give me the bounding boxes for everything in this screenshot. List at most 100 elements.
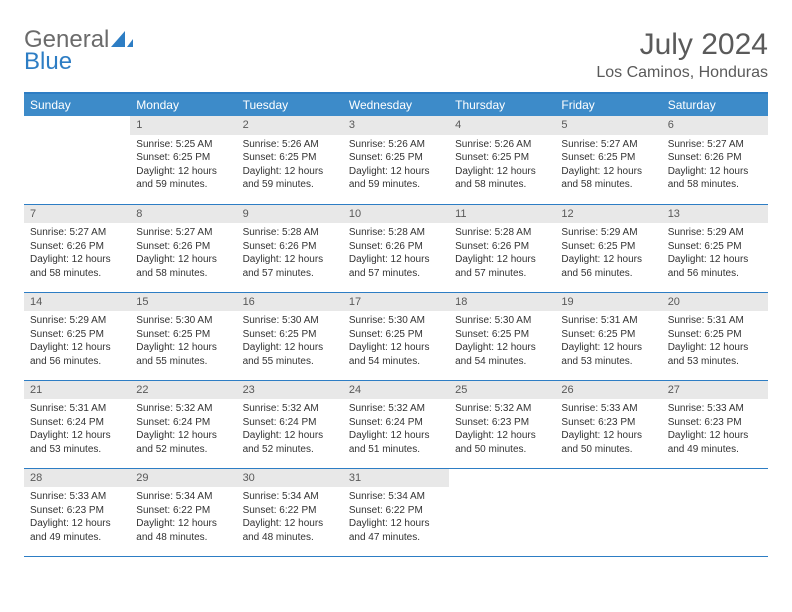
daylight-label-1: Daylight: 12 hours: [136, 517, 230, 531]
sunrise-label: Sunrise: 5:31 AM: [561, 314, 655, 328]
calendar-day-cell: 8Sunrise: 5:27 AMSunset: 6:26 PMDaylight…: [130, 204, 236, 292]
title-block: July 2024 Los Caminos, Honduras: [596, 28, 768, 82]
calendar-day-cell: 21Sunrise: 5:31 AMSunset: 6:24 PMDayligh…: [24, 380, 130, 468]
calendar-table: SundayMondayTuesdayWednesdayThursdayFrid…: [24, 92, 768, 557]
sunrise-label: Sunrise: 5:27 AM: [30, 226, 124, 240]
daylight-label-2: and 59 minutes.: [349, 178, 443, 192]
day-number: 19: [555, 293, 661, 312]
daylight-label-2: and 52 minutes.: [136, 443, 230, 457]
sunset-label: Sunset: 6:25 PM: [561, 151, 655, 165]
day-details: Sunrise: 5:31 AMSunset: 6:25 PMDaylight:…: [555, 311, 661, 372]
daylight-label-2: and 56 minutes.: [561, 267, 655, 281]
day-details: Sunrise: 5:33 AMSunset: 6:23 PMDaylight:…: [24, 487, 130, 548]
calendar-day-cell: 6Sunrise: 5:27 AMSunset: 6:26 PMDaylight…: [662, 116, 768, 204]
daylight-label-1: Daylight: 12 hours: [30, 253, 124, 267]
daylight-label-2: and 58 minutes.: [455, 178, 549, 192]
daylight-label-1: Daylight: 12 hours: [561, 165, 655, 179]
daylight-label-2: and 54 minutes.: [349, 355, 443, 369]
calendar-day-cell: 16Sunrise: 5:30 AMSunset: 6:25 PMDayligh…: [237, 292, 343, 380]
day-number: 12: [555, 205, 661, 224]
daylight-label-1: Daylight: 12 hours: [136, 429, 230, 443]
day-number: 4: [449, 116, 555, 135]
page-title: July 2024: [596, 28, 768, 62]
sunset-label: Sunset: 6:25 PM: [561, 240, 655, 254]
day-number: 16: [237, 293, 343, 312]
logo-text: General Blue: [24, 28, 133, 74]
daylight-label-2: and 51 minutes.: [349, 443, 443, 457]
sunrise-label: Sunrise: 5:31 AM: [668, 314, 762, 328]
calendar-day-cell: 31Sunrise: 5:34 AMSunset: 6:22 PMDayligh…: [343, 468, 449, 556]
sunrise-label: Sunrise: 5:34 AM: [243, 490, 337, 504]
calendar-day-cell: 20Sunrise: 5:31 AMSunset: 6:25 PMDayligh…: [662, 292, 768, 380]
calendar-day-cell: 22Sunrise: 5:32 AMSunset: 6:24 PMDayligh…: [130, 380, 236, 468]
day-number: 18: [449, 293, 555, 312]
calendar-week-row: 28Sunrise: 5:33 AMSunset: 6:23 PMDayligh…: [24, 468, 768, 556]
calendar-day-cell: 2Sunrise: 5:26 AMSunset: 6:25 PMDaylight…: [237, 116, 343, 204]
day-header: Monday: [130, 93, 236, 116]
calendar-day-cell: 1Sunrise: 5:25 AMSunset: 6:25 PMDaylight…: [130, 116, 236, 204]
day-number: 11: [449, 205, 555, 224]
daylight-label-1: Daylight: 12 hours: [136, 253, 230, 267]
sunrise-label: Sunrise: 5:32 AM: [243, 402, 337, 416]
sunrise-label: Sunrise: 5:34 AM: [349, 490, 443, 504]
daylight-label-2: and 50 minutes.: [455, 443, 549, 457]
day-details: Sunrise: 5:31 AMSunset: 6:25 PMDaylight:…: [662, 311, 768, 372]
day-details: Sunrise: 5:33 AMSunset: 6:23 PMDaylight:…: [555, 399, 661, 460]
sunset-label: Sunset: 6:24 PM: [30, 416, 124, 430]
day-details: Sunrise: 5:28 AMSunset: 6:26 PMDaylight:…: [449, 223, 555, 284]
daylight-label-2: and 59 minutes.: [243, 178, 337, 192]
daylight-label-1: Daylight: 12 hours: [243, 253, 337, 267]
daylight-label-1: Daylight: 12 hours: [349, 341, 443, 355]
daylight-label-1: Daylight: 12 hours: [30, 517, 124, 531]
daylight-label-1: Daylight: 12 hours: [561, 429, 655, 443]
calendar-week-row: 1Sunrise: 5:25 AMSunset: 6:25 PMDaylight…: [24, 116, 768, 204]
day-number: 27: [662, 381, 768, 400]
daylight-label-2: and 54 minutes.: [455, 355, 549, 369]
sunset-label: Sunset: 6:24 PM: [136, 416, 230, 430]
sunrise-label: Sunrise: 5:29 AM: [668, 226, 762, 240]
day-details: Sunrise: 5:32 AMSunset: 6:24 PMDaylight:…: [237, 399, 343, 460]
sunset-label: Sunset: 6:25 PM: [668, 328, 762, 342]
daylight-label-1: Daylight: 12 hours: [668, 341, 762, 355]
calendar-day-cell: 24Sunrise: 5:32 AMSunset: 6:24 PMDayligh…: [343, 380, 449, 468]
location-label: Los Caminos, Honduras: [596, 64, 768, 82]
day-number: 6: [662, 116, 768, 135]
day-details: Sunrise: 5:27 AMSunset: 6:25 PMDaylight:…: [555, 135, 661, 196]
sunset-label: Sunset: 6:26 PM: [243, 240, 337, 254]
day-header: Thursday: [449, 93, 555, 116]
daylight-label-1: Daylight: 12 hours: [668, 429, 762, 443]
calendar-day-cell: 19Sunrise: 5:31 AMSunset: 6:25 PMDayligh…: [555, 292, 661, 380]
day-number: 25: [449, 381, 555, 400]
day-header: Saturday: [662, 93, 768, 116]
daylight-label-2: and 57 minutes.: [349, 267, 443, 281]
daylight-label-2: and 50 minutes.: [561, 443, 655, 457]
daylight-label-1: Daylight: 12 hours: [455, 429, 549, 443]
daylight-label-1: Daylight: 12 hours: [455, 165, 549, 179]
daylight-label-2: and 58 minutes.: [136, 267, 230, 281]
day-details: Sunrise: 5:29 AMSunset: 6:25 PMDaylight:…: [662, 223, 768, 284]
day-number: 22: [130, 381, 236, 400]
sunset-label: Sunset: 6:25 PM: [243, 151, 337, 165]
day-details: Sunrise: 5:32 AMSunset: 6:23 PMDaylight:…: [449, 399, 555, 460]
daylight-label-2: and 56 minutes.: [668, 267, 762, 281]
day-details: Sunrise: 5:31 AMSunset: 6:24 PMDaylight:…: [24, 399, 130, 460]
calendar-day-cell: 17Sunrise: 5:30 AMSunset: 6:25 PMDayligh…: [343, 292, 449, 380]
sunset-label: Sunset: 6:26 PM: [30, 240, 124, 254]
sunrise-label: Sunrise: 5:30 AM: [136, 314, 230, 328]
day-number: 29: [130, 469, 236, 488]
day-details: Sunrise: 5:25 AMSunset: 6:25 PMDaylight:…: [130, 135, 236, 196]
daylight-label-2: and 53 minutes.: [30, 443, 124, 457]
calendar-day-cell: 30Sunrise: 5:34 AMSunset: 6:22 PMDayligh…: [237, 468, 343, 556]
calendar-header-row: SundayMondayTuesdayWednesdayThursdayFrid…: [24, 93, 768, 116]
daylight-label-2: and 55 minutes.: [136, 355, 230, 369]
day-number: 1: [130, 116, 236, 135]
sunrise-label: Sunrise: 5:30 AM: [349, 314, 443, 328]
daylight-label-1: Daylight: 12 hours: [349, 165, 443, 179]
day-details: Sunrise: 5:34 AMSunset: 6:22 PMDaylight:…: [130, 487, 236, 548]
day-header: Sunday: [24, 93, 130, 116]
sunrise-label: Sunrise: 5:34 AM: [136, 490, 230, 504]
calendar-day-cell: 12Sunrise: 5:29 AMSunset: 6:25 PMDayligh…: [555, 204, 661, 292]
day-details: Sunrise: 5:33 AMSunset: 6:23 PMDaylight:…: [662, 399, 768, 460]
day-number: 9: [237, 205, 343, 224]
calendar-day-cell: 26Sunrise: 5:33 AMSunset: 6:23 PMDayligh…: [555, 380, 661, 468]
